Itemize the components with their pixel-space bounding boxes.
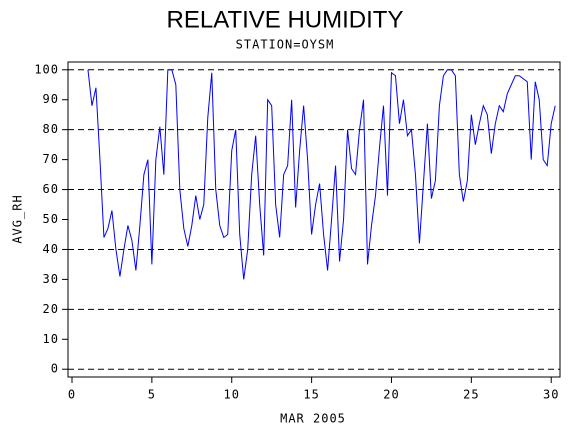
x-tick-label: 0	[68, 388, 76, 402]
x-tick-label: 10	[224, 388, 240, 402]
y-tick-label: 40	[43, 242, 59, 256]
y-tick-label: 60	[43, 182, 59, 196]
x-tick-label: 30	[543, 388, 559, 402]
x-axis-label: MAR 2005	[280, 412, 346, 426]
y-tick-label: 30	[43, 272, 59, 286]
x-tick-label: 25	[463, 388, 479, 402]
chart-title: RELATIVE HUMIDITY	[167, 6, 404, 33]
y-tick-label: 10	[43, 332, 59, 346]
chart-subtitle: STATION=OYSM	[236, 38, 335, 52]
y-tick-label: 70	[43, 152, 59, 166]
y-axis-label: AVG_RH	[11, 194, 25, 243]
y-tick-label: 50	[43, 212, 59, 226]
y-tick-label: 80	[43, 122, 59, 136]
y-tick-label: 100	[34, 62, 59, 76]
y-tick-label: 0	[51, 362, 59, 376]
y-tick-label: 20	[43, 302, 59, 316]
x-tick-label: 20	[383, 388, 399, 402]
x-tick-label: 5	[148, 388, 156, 402]
data-line	[87, 69, 556, 280]
x-tick-label: 15	[303, 388, 319, 402]
y-tick-label: 90	[43, 92, 59, 106]
